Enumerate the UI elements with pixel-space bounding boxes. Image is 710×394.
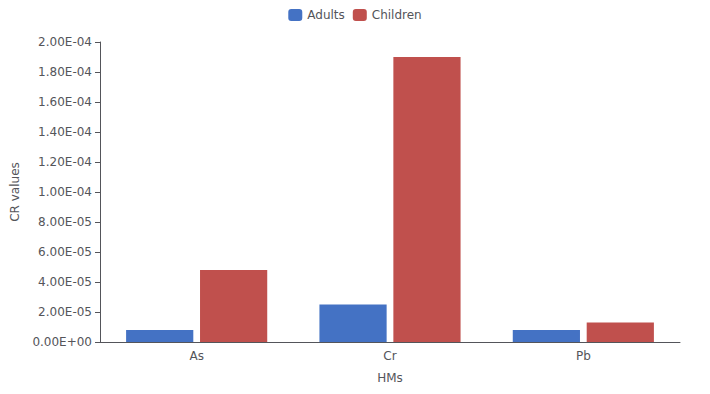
svg-text:Pb: Pb	[576, 349, 591, 363]
svg-text:4.00E-05: 4.00E-05	[38, 275, 92, 289]
svg-text:1.00E-04: 1.00E-04	[38, 185, 92, 199]
svg-text:8.00E-05: 8.00E-05	[38, 215, 92, 229]
svg-text:1.20E-04: 1.20E-04	[38, 155, 92, 169]
svg-text:As: As	[189, 349, 203, 363]
svg-text:2.00E-05: 2.00E-05	[38, 305, 92, 319]
svg-text:HMs: HMs	[377, 371, 403, 385]
svg-text:2.00E-04: 2.00E-04	[38, 35, 92, 49]
svg-text:1.80E-04: 1.80E-04	[38, 65, 92, 79]
svg-text:Adults: Adults	[307, 8, 345, 22]
svg-text:6.00E-05: 6.00E-05	[38, 245, 92, 259]
svg-text:CR values: CR values	[8, 162, 22, 222]
svg-text:Cr: Cr	[383, 349, 396, 363]
svg-text:1.40E-04: 1.40E-04	[38, 125, 92, 139]
svg-text:1.60E-04: 1.60E-04	[38, 95, 92, 109]
svg-text:Children: Children	[372, 8, 422, 22]
svg-text:0.00E+00: 0.00E+00	[32, 335, 92, 349]
